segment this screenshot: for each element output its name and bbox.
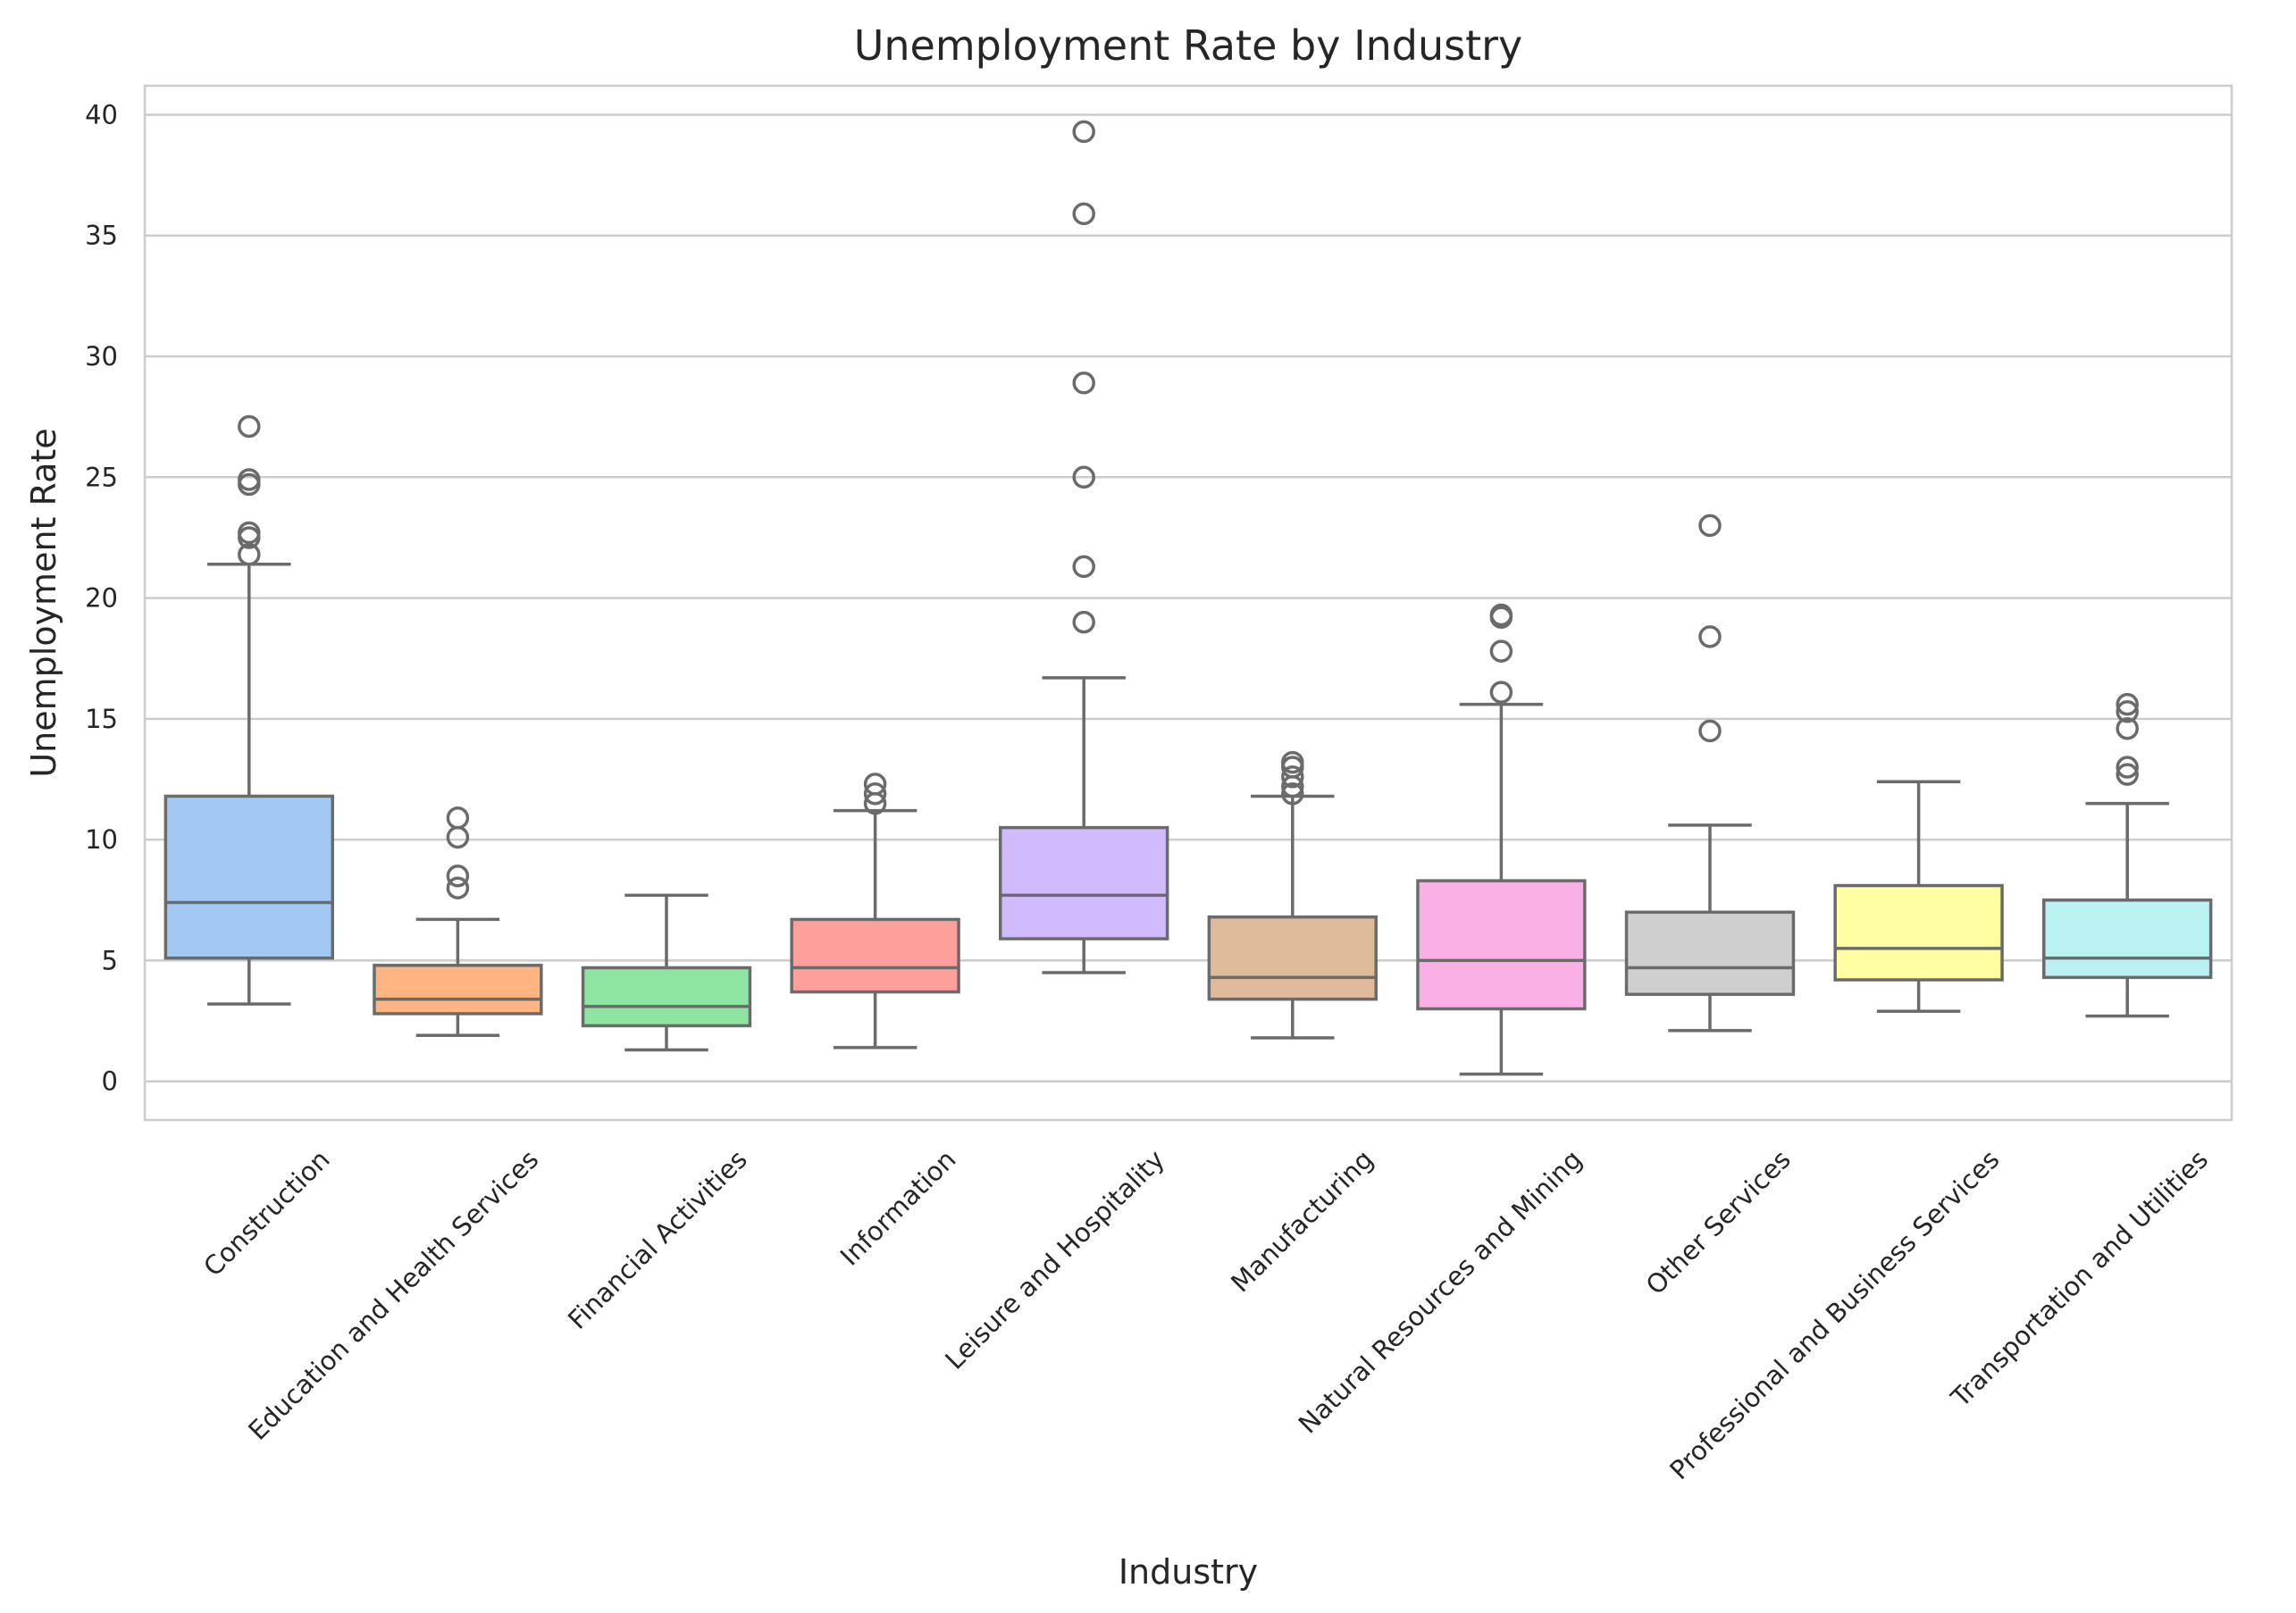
x-tick-label: Construction xyxy=(197,1144,336,1283)
outlier-point xyxy=(1072,555,1095,579)
outlier-point xyxy=(863,781,887,806)
x-tick-label: Professional and Business Services xyxy=(1663,1144,2005,1485)
x-axis-label: Industry xyxy=(1119,1552,1258,1592)
box-group xyxy=(790,773,960,1049)
outlier-point xyxy=(2116,716,2139,740)
outlier-point xyxy=(446,825,470,849)
outlier-point xyxy=(446,876,470,900)
box-group xyxy=(1207,750,1378,1040)
outlier-point xyxy=(446,806,470,830)
y-tick-label: 20 xyxy=(85,583,118,614)
outlier-point xyxy=(2116,763,2139,786)
outlier-point xyxy=(2116,756,2139,779)
x-tick-label: Manufacturing xyxy=(1225,1144,1379,1299)
y-tick-label: 35 xyxy=(85,221,118,251)
outlier-point xyxy=(238,468,261,491)
outlier-point xyxy=(1698,514,1722,538)
outlier-point xyxy=(1698,625,1722,648)
iqr-box xyxy=(1624,910,1796,997)
outlier-point xyxy=(1281,765,1304,789)
iqr-box xyxy=(373,964,543,1015)
iqr-box xyxy=(163,794,334,960)
outlier-point xyxy=(1072,202,1095,226)
y-tick-label: 25 xyxy=(85,462,118,492)
box-group xyxy=(373,806,543,1038)
outlier-point xyxy=(1489,639,1513,663)
box-group xyxy=(1833,780,2004,1013)
outlier-point xyxy=(2116,700,2139,723)
y-tick-label: 15 xyxy=(85,704,118,734)
iqr-box xyxy=(2042,898,2213,980)
x-tick-label: Financial Activities xyxy=(562,1144,753,1335)
iqr-box xyxy=(1833,883,2004,982)
outlier-point xyxy=(1072,372,1095,395)
outlier-point xyxy=(1281,750,1304,774)
outlier-point xyxy=(238,414,261,439)
chart-title: Unemployment Rate by Industry xyxy=(854,21,1523,70)
outlier-point xyxy=(1281,781,1304,806)
y-tick-label: 5 xyxy=(102,945,118,975)
iqr-box xyxy=(581,965,752,1028)
plot-frame xyxy=(143,84,2233,1122)
iqr-box xyxy=(999,825,1169,940)
box-layer xyxy=(163,120,2213,1076)
box-group xyxy=(163,414,334,1006)
x-tick-label: Information xyxy=(834,1144,962,1272)
outlier-point xyxy=(238,543,261,566)
outlier-point xyxy=(446,864,470,888)
outlier-point xyxy=(1698,719,1722,743)
box-group xyxy=(1624,514,1796,1032)
y-tick-label: 0 xyxy=(102,1066,118,1097)
y-tick-label: 40 xyxy=(85,99,118,130)
y-axis-label: Unemployment Rate xyxy=(24,428,63,777)
x-tick-label: Leisure and Hospitality xyxy=(939,1144,1170,1375)
y-tick-label: 10 xyxy=(85,824,118,855)
outlier-point xyxy=(1489,681,1513,704)
grid-layer xyxy=(145,113,2232,1082)
outlier-point xyxy=(863,773,887,796)
iqr-box xyxy=(1207,915,1378,1001)
y-tick-labels: 0 5 10 15 20 25 30 35 40 xyxy=(85,99,118,1096)
y-tick-label: 30 xyxy=(85,341,118,372)
outlier-point xyxy=(1489,603,1513,627)
outlier-point xyxy=(1072,465,1095,489)
outlier-point xyxy=(2116,692,2139,716)
iqr-box xyxy=(790,917,960,994)
iqr-box xyxy=(1416,879,1587,1011)
outlier-point xyxy=(1072,610,1095,634)
box-group xyxy=(1416,603,1587,1076)
box-group xyxy=(2042,692,2213,1018)
box-group xyxy=(999,120,1169,974)
outlier-point xyxy=(1072,120,1095,144)
x-tick-label: Other Services xyxy=(1640,1144,1797,1300)
box-group xyxy=(581,893,752,1052)
outlier-point xyxy=(238,521,261,545)
